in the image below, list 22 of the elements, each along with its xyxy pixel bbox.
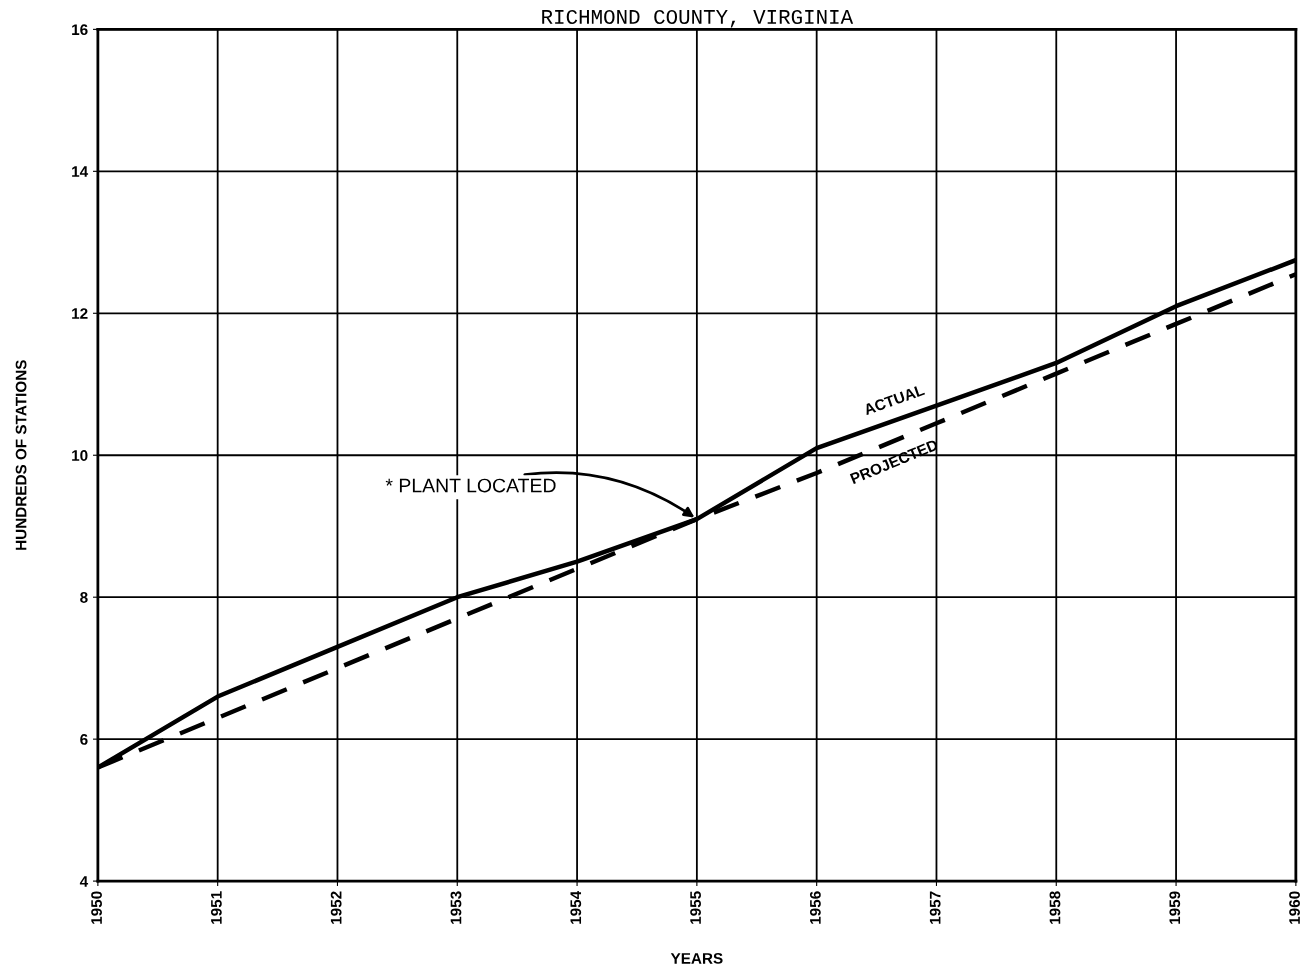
x-tick-label: 1953 [450, 891, 462, 924]
y-tick-label: 14 [72, 166, 89, 177]
y-axis-title: HUNDREDS OF STATIONS [15, 360, 27, 550]
x-tick-label: 1954 [570, 890, 582, 924]
y-tick-label: 4 [79, 876, 89, 887]
y-tick-label: 10 [72, 450, 88, 461]
x-tick-label: 1960 [1289, 891, 1300, 924]
x-tick-label: 1951 [210, 891, 222, 924]
x-tick-label: 1955 [690, 891, 701, 924]
y-tick-label: 6 [80, 734, 88, 745]
x-tick-label: 1952 [330, 891, 342, 924]
y-tick-label: 16 [72, 24, 88, 36]
x-tick-label: 1956 [809, 891, 821, 924]
y-tick-label: 12 [72, 308, 88, 319]
x-tick-label: 1958 [1049, 891, 1061, 924]
annotation: * PLANT LOCATED [385, 478, 556, 493]
x-tick-label: 1950 [91, 891, 102, 924]
x-axis-title: YEARS [670, 952, 723, 964]
y-tick-label: 8 [80, 592, 88, 603]
x-tick-label: 1957 [929, 891, 941, 924]
chart-title: RICHMOND COUNTY, VIRGINIA [542, 9, 854, 28]
x-tick-label: 1959 [1169, 891, 1181, 924]
